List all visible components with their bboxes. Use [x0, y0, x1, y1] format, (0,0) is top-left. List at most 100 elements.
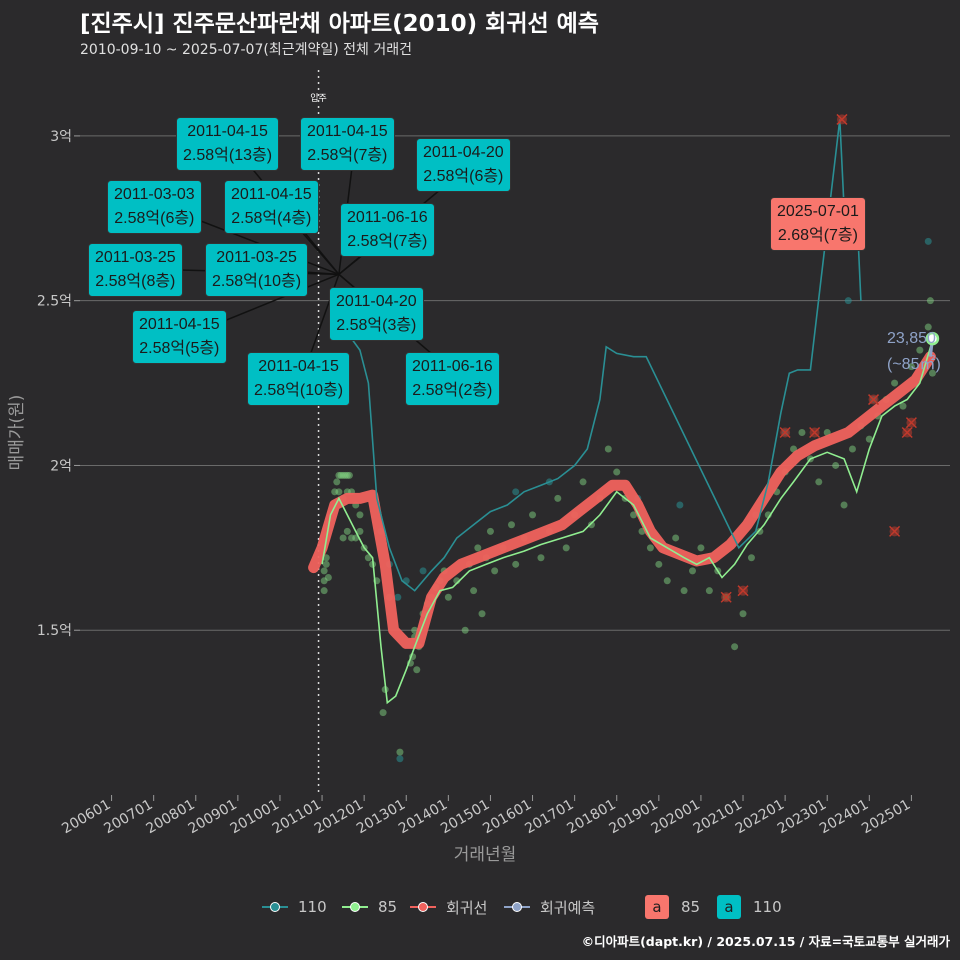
- transaction-label-date: 2011-04-15: [231, 186, 312, 203]
- transaction-label-price: 2.68억(7층): [777, 227, 858, 244]
- end-value-label: 23,850 (~85㎡): [887, 326, 941, 378]
- scatter-point-85: [655, 560, 663, 568]
- scatter-point-85: [924, 323, 932, 331]
- y-tick-label: 3억: [50, 129, 72, 145]
- transaction-label-date: 2011-04-20: [423, 144, 504, 161]
- scatter-point-85: [413, 666, 421, 674]
- scatter-point-85: [840, 501, 848, 509]
- scatter-point-85: [604, 445, 612, 453]
- transaction-label: 2011-03-25 2.58억(10층): [205, 243, 309, 297]
- transaction-label-price: 2.58억(7층): [307, 147, 388, 164]
- scatter-point-85: [899, 402, 907, 410]
- legend-box-85[interactable]: a 85: [645, 893, 700, 921]
- transaction-label-date: 2011-03-03: [114, 186, 195, 203]
- forecast-end-point: [925, 331, 940, 346]
- legend-label-85: 85: [378, 898, 398, 916]
- transaction-label: 2011-04-15 2.58억(13층): [176, 117, 280, 171]
- transaction-label-date: 2011-03-25: [216, 249, 297, 266]
- scatter-point-85: [672, 534, 680, 542]
- scatter-point-85: [663, 577, 671, 585]
- cancelled-mark: [901, 426, 913, 439]
- y-tick-label: 1.5억: [37, 623, 72, 639]
- scatter-point-85: [554, 494, 562, 502]
- cancelled-mark: [836, 113, 848, 125]
- transaction-label-price: 2.58억(5층): [139, 340, 220, 357]
- legend-key-85: [342, 900, 368, 914]
- cancelled-mark: [720, 591, 732, 603]
- scatter-point-85: [848, 445, 856, 453]
- scatter-point-85: [486, 527, 494, 535]
- transaction-label-date: 2025-07-01: [777, 203, 859, 220]
- scatter-point-110: [419, 567, 427, 575]
- legend-box-110-swatch: a: [717, 895, 741, 919]
- legend-item-85[interactable]: 85: [342, 893, 397, 921]
- transaction-label: 2011-06-16 2.58억(2층): [405, 352, 500, 406]
- legend-item-forecast[interactable]: 회귀예측: [504, 893, 595, 921]
- scatter-point-85: [613, 468, 621, 476]
- scatter-point-110: [924, 237, 932, 245]
- transaction-label-date: 2011-04-15: [307, 123, 388, 140]
- transaction-label: 2011-03-03 2.58억(6층): [107, 180, 202, 234]
- transaction-label-price: 2.58억(3층): [336, 317, 417, 334]
- scatter-point-85: [345, 471, 353, 479]
- cancelled-mark: [809, 426, 821, 439]
- scatter-point-85: [324, 574, 332, 581]
- cancelled-mark: [737, 585, 749, 597]
- series-line-85: [321, 339, 934, 705]
- scatter-point-85: [756, 527, 764, 535]
- scatter-point-85: [320, 587, 328, 595]
- scatter-point-85: [798, 429, 806, 436]
- legend-box-110[interactable]: a 110: [717, 893, 782, 921]
- legend-key-forecast: [504, 900, 530, 914]
- legend-label-regression: 회귀선: [446, 898, 488, 917]
- x-axis-title: 거래년월: [454, 845, 517, 865]
- transaction-label-date: 2011-06-16: [412, 358, 493, 375]
- legend-box-110-label: 110: [753, 898, 782, 916]
- transaction-label: 2011-04-15 2.58억(5층): [132, 310, 227, 364]
- transaction-label-date: 2011-04-15: [187, 123, 268, 140]
- transaction-label: 2011-04-20 2.58억(6층): [416, 138, 511, 192]
- scatter-point-85: [865, 435, 873, 443]
- scatter-point-85: [587, 521, 595, 529]
- transaction-label-date: 2011-03-25: [95, 249, 176, 266]
- transaction-label-date: 2011-04-15: [258, 358, 339, 375]
- scatter-point-85: [907, 363, 915, 371]
- scatter-point-85: [928, 369, 936, 377]
- scatter-point-85: [343, 527, 351, 535]
- scatter-point-85: [356, 527, 364, 535]
- scatter-point-85: [507, 521, 515, 529]
- scatter-point-110: [396, 755, 404, 763]
- transaction-label-date: 2011-04-15: [139, 316, 220, 333]
- scatter-point-110: [394, 593, 402, 601]
- scatter-point-85: [470, 587, 478, 595]
- scatter-point-85: [444, 593, 452, 601]
- transaction-label-price: 2.58억(7층): [347, 233, 428, 250]
- transaction-label-price: 2.58억(10층): [254, 382, 344, 399]
- transaction-label: 2011-04-15 2.58억(7층): [300, 117, 395, 171]
- y-tick-label: 2억: [50, 458, 72, 474]
- series-line-110: [342, 119, 862, 592]
- y-tick-label: 2.5억: [37, 294, 72, 310]
- scatter-point-85: [356, 511, 364, 519]
- scatter-point-85: [335, 488, 343, 496]
- scatter-point-85: [491, 567, 499, 575]
- cancelled-mark: [779, 426, 791, 439]
- legend-label-forecast: 회귀예측: [540, 898, 596, 917]
- legend-item-110[interactable]: 110: [262, 893, 327, 921]
- scatter-point-85: [926, 297, 934, 305]
- scatter-point-85: [689, 567, 697, 575]
- end-area: (~85㎡): [887, 356, 941, 373]
- scatter-point-85: [474, 544, 482, 552]
- transaction-label-date: 2011-04-20: [336, 293, 417, 310]
- scatter-point-85: [562, 544, 570, 552]
- chart-title: [진주시] 진주문산파란채 아파트(2010) 회귀선 예측: [80, 11, 599, 37]
- scatter-point-110: [676, 501, 684, 509]
- scatter-point-85: [579, 478, 587, 486]
- legend-item-regression[interactable]: 회귀선: [410, 893, 487, 921]
- scatter-point-85: [680, 587, 688, 595]
- scatter-point-85: [891, 379, 899, 387]
- scatter-point-85: [747, 554, 755, 562]
- transaction-label: 2011-04-15 2.58억(4층): [224, 180, 319, 234]
- y-axis-title: 매매가(원): [7, 395, 27, 471]
